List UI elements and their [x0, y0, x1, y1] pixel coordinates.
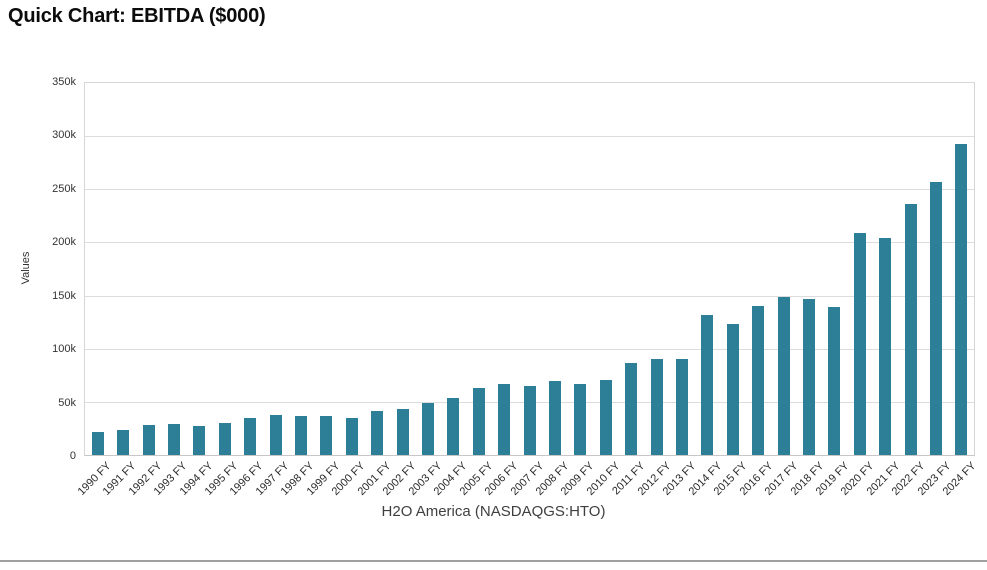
bar-2004-fy[interactable]: [447, 397, 460, 455]
bar-1996-fy[interactable]: [244, 417, 257, 455]
gridline-150k: [85, 295, 974, 297]
y-tick-label-250k: 250k: [52, 182, 76, 195]
bar-1999-fy[interactable]: [320, 415, 333, 455]
bar-1993-fy[interactable]: [167, 424, 180, 455]
gridline-300k: [85, 136, 974, 138]
bar-2012-fy[interactable]: [650, 359, 663, 455]
bar-2001-fy[interactable]: [371, 411, 384, 455]
y-tick-label-300k: 300k: [52, 129, 76, 142]
bar-1995-fy[interactable]: [218, 423, 231, 455]
bar-2002-fy[interactable]: [396, 409, 409, 455]
bar-1992-fy[interactable]: [142, 425, 155, 455]
bar-2008-fy[interactable]: [548, 380, 561, 455]
plot-area: [84, 82, 975, 456]
gridline-100k: [85, 348, 974, 350]
bar-2006-fy[interactable]: [498, 383, 511, 455]
y-tick-label-200k: 200k: [52, 236, 76, 249]
bar-2024-fy[interactable]: [955, 143, 968, 455]
bar-2021-fy[interactable]: [879, 238, 892, 455]
bar-2023-fy[interactable]: [929, 181, 942, 455]
bar-1990-fy[interactable]: [91, 431, 104, 455]
y-tick-label-100k: 100k: [52, 343, 76, 356]
y-tick-label-150k: 150k: [52, 289, 76, 302]
bar-2017-fy[interactable]: [777, 296, 790, 455]
chart-title: Quick Chart: EBITDA ($000): [8, 5, 266, 27]
bar-2019-fy[interactable]: [828, 307, 841, 455]
bar-2000-fy[interactable]: [345, 417, 358, 455]
bar-2014-fy[interactable]: [701, 314, 714, 455]
bottom-divider: [0, 560, 987, 562]
bar-2003-fy[interactable]: [421, 402, 434, 455]
bar-2016-fy[interactable]: [752, 306, 765, 455]
bar-1997-fy[interactable]: [269, 414, 282, 455]
bar-2020-fy[interactable]: [853, 232, 866, 455]
gridline-250k: [85, 189, 974, 191]
bar-2013-fy[interactable]: [675, 359, 688, 455]
bar-2022-fy[interactable]: [904, 204, 917, 455]
x-axis-title: H2O America (NASDAQGS:HTO): [381, 503, 606, 520]
bar-1998-fy[interactable]: [294, 415, 307, 455]
y-tick-label-350k: 350k: [52, 76, 76, 88]
y-tick-label-50k: 50k: [58, 396, 76, 409]
gridline-200k: [85, 242, 974, 244]
bar-1994-fy[interactable]: [193, 426, 206, 455]
bar-1991-fy[interactable]: [117, 429, 130, 455]
bar-2018-fy[interactable]: [802, 298, 815, 455]
bar-2007-fy[interactable]: [523, 385, 536, 455]
bar-2005-fy[interactable]: [472, 388, 485, 455]
bar-2010-fy[interactable]: [599, 379, 612, 455]
bar-2011-fy[interactable]: [625, 362, 638, 455]
bar-2009-fy[interactable]: [574, 383, 587, 455]
y-tick-label-0: 0: [69, 450, 76, 462]
bar-2015-fy[interactable]: [726, 324, 739, 455]
